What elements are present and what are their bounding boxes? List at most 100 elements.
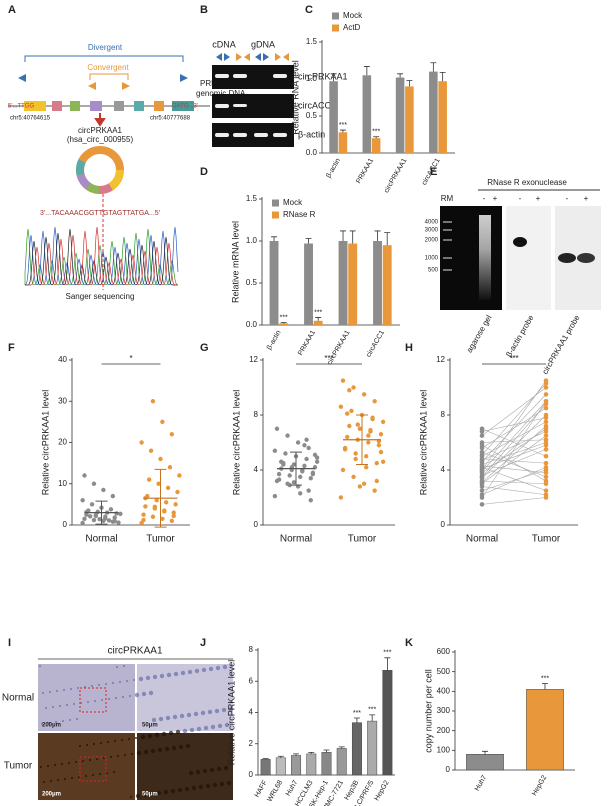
cell [128, 694, 132, 698]
cell [191, 785, 197, 791]
y-tick-label: 8 [441, 410, 446, 419]
cell [208, 666, 214, 672]
cell [177, 787, 183, 793]
row-label: circPRKAA1 [298, 71, 348, 81]
error-bar [338, 746, 345, 749]
cell [41, 691, 45, 695]
point [287, 473, 292, 478]
point [479, 492, 485, 498]
bar [275, 757, 286, 776]
row-label: Tumor [4, 761, 33, 772]
cell [62, 688, 66, 692]
axis [262, 358, 395, 526]
cell [122, 664, 126, 668]
size-label: 1000 [425, 256, 439, 262]
point [154, 498, 159, 503]
y-tick-label: 100 [437, 745, 451, 754]
bar [279, 323, 289, 325]
point [374, 460, 379, 466]
scale-label: 200μm [42, 792, 61, 798]
panel-label: E [430, 166, 437, 178]
point [543, 423, 549, 429]
point [314, 459, 320, 464]
cell [172, 714, 178, 720]
point [355, 422, 360, 427]
primers [216, 53, 269, 61]
cell [53, 763, 57, 767]
point [479, 458, 485, 463]
point [543, 453, 549, 459]
point [380, 419, 386, 425]
cell [195, 769, 201, 775]
bar [336, 748, 347, 776]
point [283, 451, 288, 456]
point [143, 504, 148, 509]
point [298, 491, 303, 496]
x-tick-label: β-actin [325, 157, 342, 179]
cell [196, 726, 202, 732]
y-axis-label: Relative circPRKAA1 level [231, 390, 241, 496]
x-tick-label: Normal [280, 534, 312, 545]
point [160, 516, 165, 522]
point [175, 489, 180, 495]
panel-label: G [200, 342, 209, 354]
primers [236, 53, 289, 61]
cells [38, 664, 234, 799]
cell [100, 698, 104, 702]
significance: * [129, 354, 132, 363]
y-tick-label: 1.0 [306, 74, 318, 83]
point [345, 434, 350, 440]
bar [362, 75, 372, 153]
point [347, 423, 352, 429]
band [215, 74, 229, 78]
lane-label: + [584, 194, 589, 203]
y-tick-label: 1.0 [246, 236, 258, 245]
cell [132, 678, 136, 682]
point [543, 401, 549, 407]
cell [125, 679, 129, 683]
pair-line [481, 414, 547, 479]
point [364, 465, 369, 470]
point [543, 464, 549, 470]
marker-bands [443, 221, 452, 271]
trace [24, 228, 179, 286]
exon [24, 101, 46, 111]
point [112, 515, 117, 520]
cell [186, 712, 192, 718]
x-tick-label: Tumor [146, 534, 175, 545]
point [543, 415, 549, 421]
error-bar [542, 683, 548, 690]
row-label: Normal [2, 693, 34, 704]
point [479, 502, 485, 507]
cell [221, 707, 227, 713]
y-axis-label: copy number per cell [423, 669, 433, 753]
error-bar [384, 657, 391, 671]
pair-line [481, 442, 547, 465]
point [543, 492, 549, 498]
lane-label: - [519, 194, 522, 203]
cell [49, 779, 53, 783]
cell [113, 739, 117, 743]
divergent-bracket [24, 55, 184, 62]
y-tick-label: 0 [63, 520, 68, 529]
point [353, 451, 358, 456]
error-bar [308, 751, 315, 754]
bar [367, 720, 378, 776]
point [276, 471, 282, 477]
point [380, 459, 386, 464]
point [368, 427, 373, 433]
bar [526, 689, 564, 771]
blot-band [558, 253, 576, 263]
point [351, 385, 356, 390]
cell [212, 782, 218, 788]
point [156, 481, 161, 486]
bar [291, 755, 302, 776]
bar [348, 243, 358, 325]
point [108, 507, 114, 512]
cell [164, 746, 170, 752]
y-axis-label: Relative circPRKAA1 level [40, 390, 50, 496]
cell [65, 703, 69, 707]
cell [179, 713, 185, 719]
cell [104, 682, 108, 686]
cell [165, 715, 171, 721]
